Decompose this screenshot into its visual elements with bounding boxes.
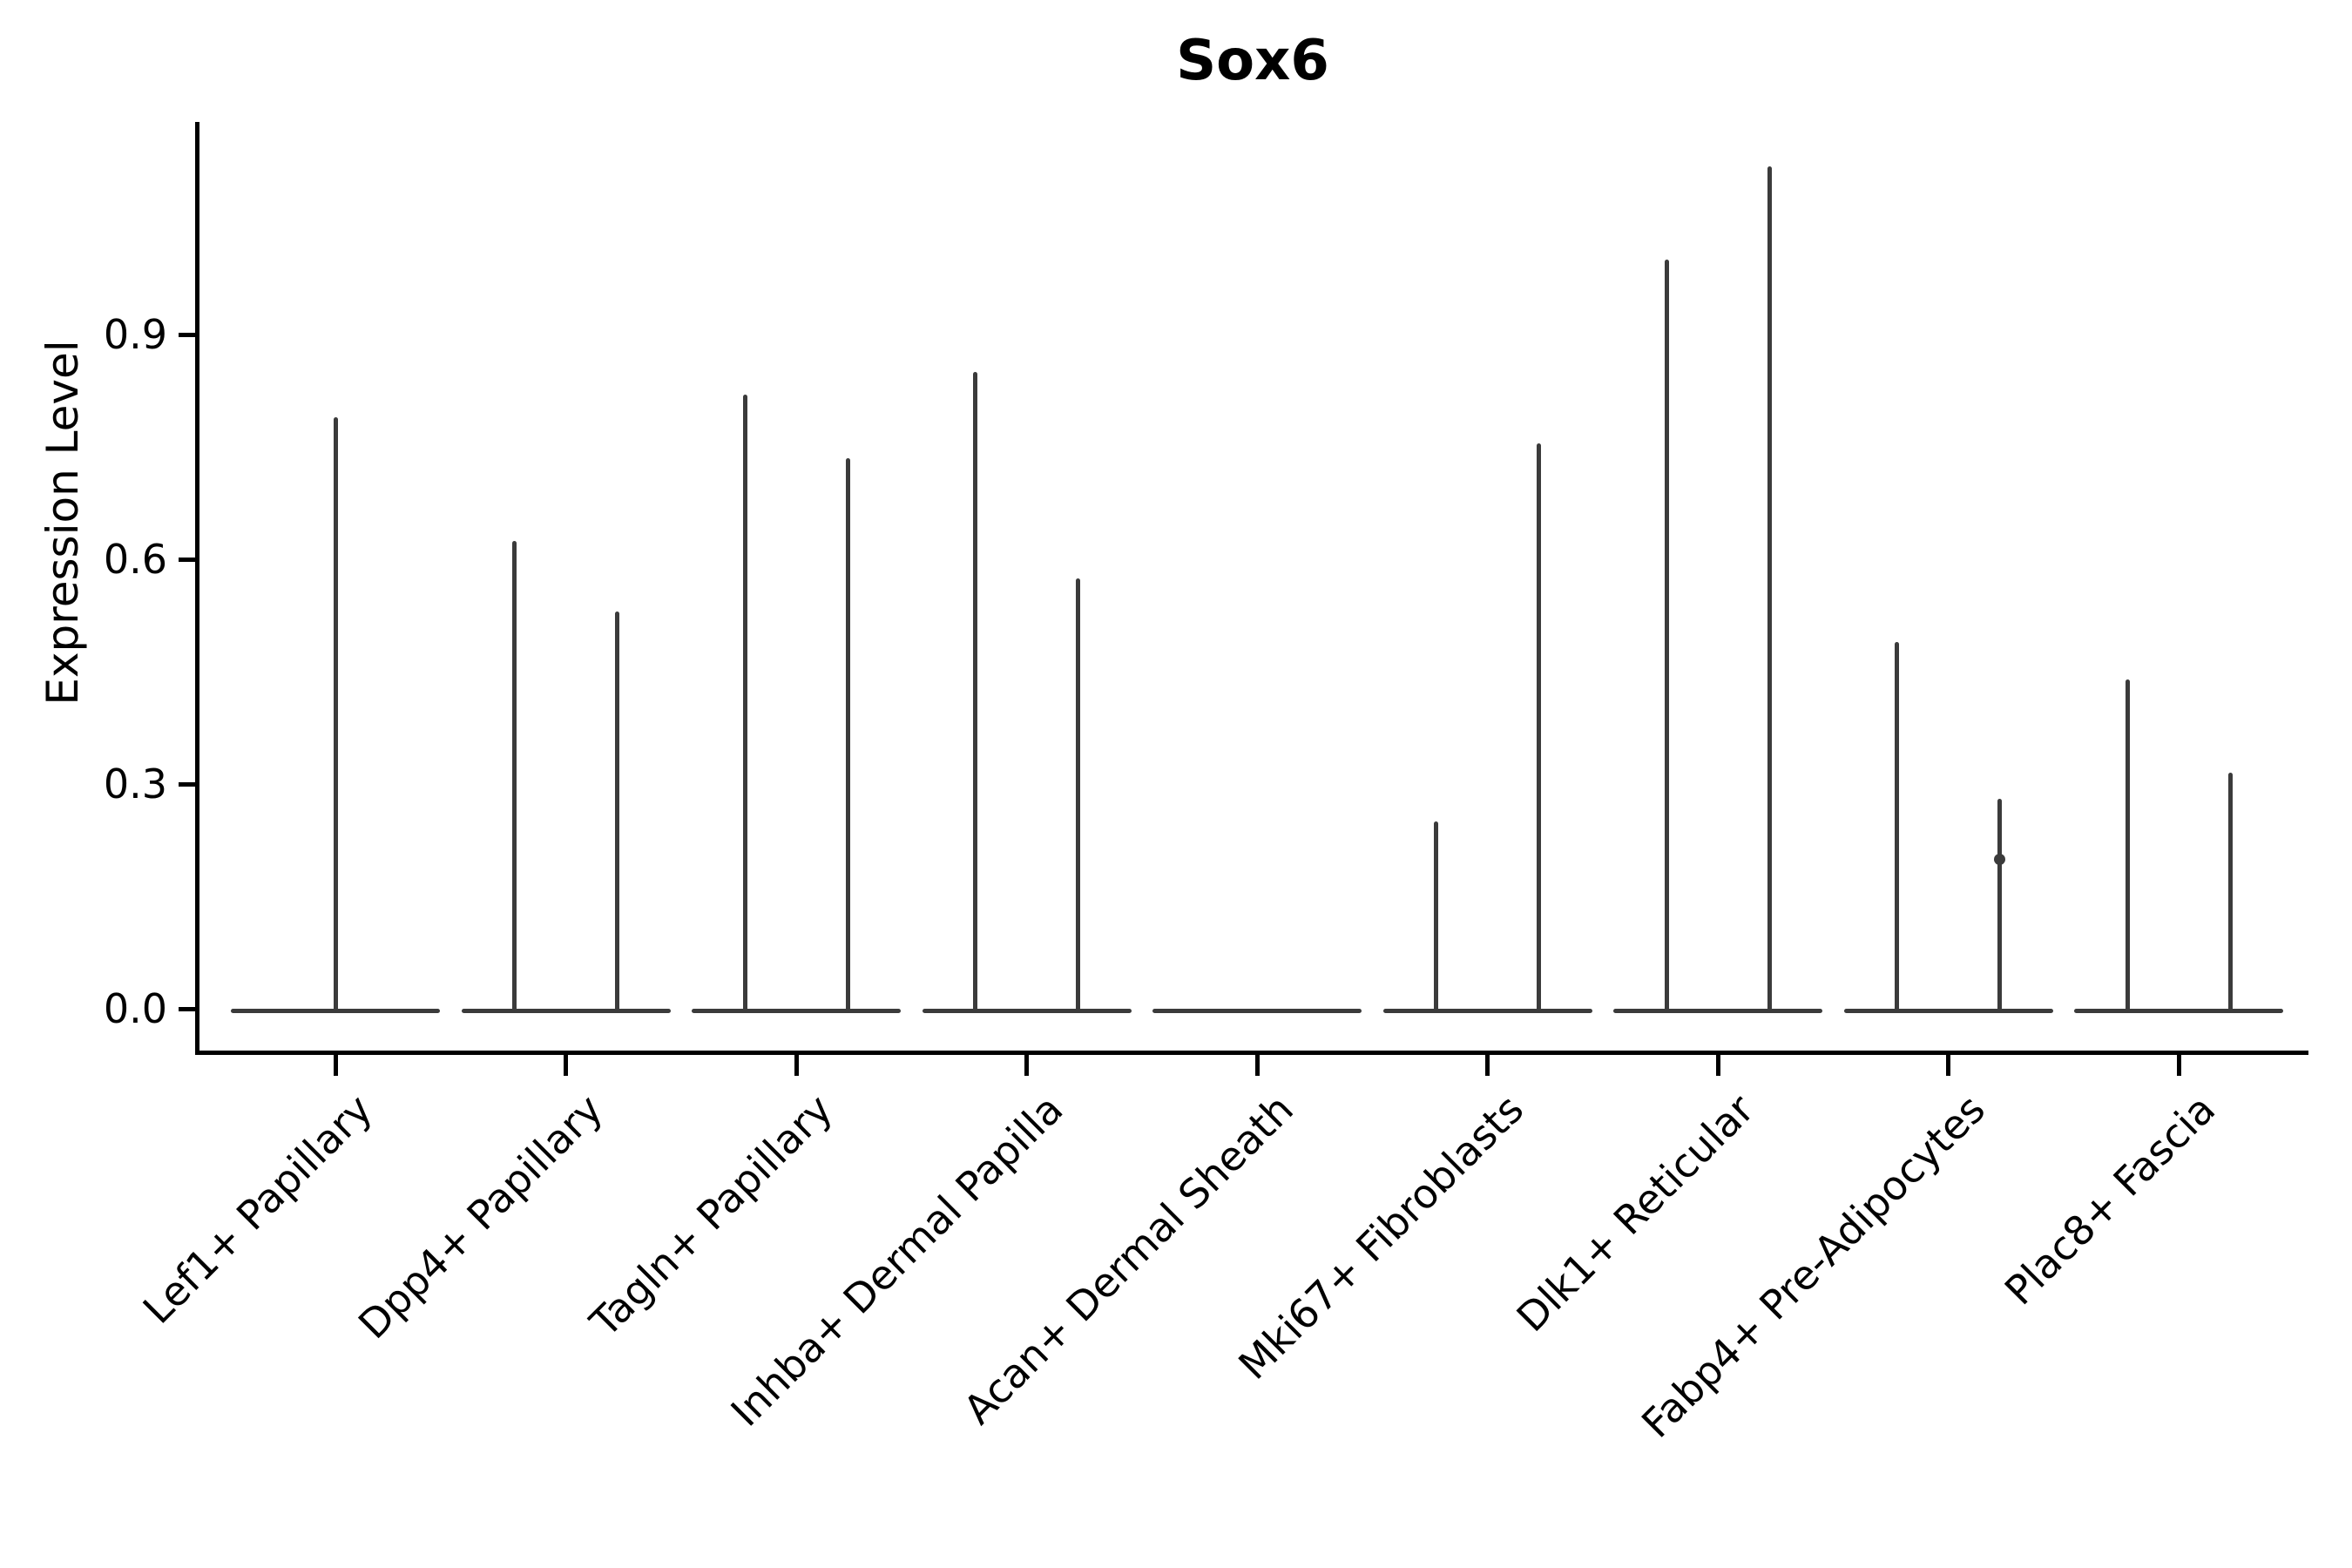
x-tick-label-1: Lef1+ Papillary — [133, 1085, 382, 1333]
violin-spike — [742, 394, 747, 1012]
x-tick-mark — [794, 1053, 799, 1076]
violin-baseline — [1152, 1008, 1362, 1013]
violin-spike — [973, 372, 977, 1012]
y-tick-mark — [179, 1006, 198, 1011]
y-axis-spine — [195, 122, 199, 1055]
violin-spike — [2125, 679, 2130, 1012]
violin-baseline — [922, 1008, 1132, 1013]
violin-baseline — [461, 1008, 671, 1013]
violin-baseline — [1843, 1008, 2053, 1013]
violin-spike — [2227, 773, 2233, 1012]
violin-knot — [1994, 853, 2005, 865]
y-tick-mark — [179, 332, 198, 337]
x-tick-label-2: Dpp4+ Papillary — [348, 1085, 612, 1348]
plot-title: Sox6 — [1176, 29, 1329, 93]
violin-spike — [1537, 443, 1541, 1012]
y-tick-label: 0.3 — [103, 760, 167, 808]
x-tick-label-9: Plac8+ Fascia — [1995, 1085, 2225, 1315]
violin-spike — [845, 457, 850, 1012]
x-axis-spine — [195, 1051, 2308, 1055]
violin-baseline — [1613, 1008, 1822, 1013]
violin-baseline — [692, 1008, 901, 1013]
x-tick-mark — [2176, 1053, 2181, 1076]
violin-spike — [1767, 166, 1772, 1012]
violin-spike — [1664, 260, 1669, 1012]
x-tick-mark — [564, 1053, 568, 1076]
y-tick-label: 0.6 — [103, 536, 167, 583]
violin-baseline — [2074, 1008, 2283, 1013]
x-tick-mark — [1254, 1053, 1260, 1076]
y-tick-mark — [179, 557, 198, 562]
y-tick-mark — [179, 781, 198, 787]
x-tick-mark — [1024, 1053, 1029, 1076]
y-tick-label: 0.9 — [103, 311, 167, 358]
violin-spike — [1997, 799, 2002, 1012]
y-tick-label: 0.0 — [103, 985, 167, 1032]
x-tick-mark — [1715, 1053, 1720, 1076]
x-tick-label-7: Dlk1+ Reticular — [1507, 1085, 1764, 1342]
violin-spike — [1076, 578, 1080, 1012]
x-tick-mark — [1485, 1053, 1490, 1076]
violin-spike — [615, 612, 619, 1012]
y-axis-label: Expression Level — [37, 340, 88, 706]
x-tick-mark — [1946, 1053, 1950, 1076]
violin-spike — [512, 540, 517, 1012]
x-tick-mark — [333, 1053, 338, 1076]
violin-spike — [1434, 821, 1438, 1012]
x-tick-label-3: Tagln+ Papillary — [581, 1085, 842, 1346]
violin-baseline — [1382, 1008, 1592, 1013]
violin-spike — [1895, 641, 1899, 1012]
violin-spike — [333, 416, 338, 1012]
